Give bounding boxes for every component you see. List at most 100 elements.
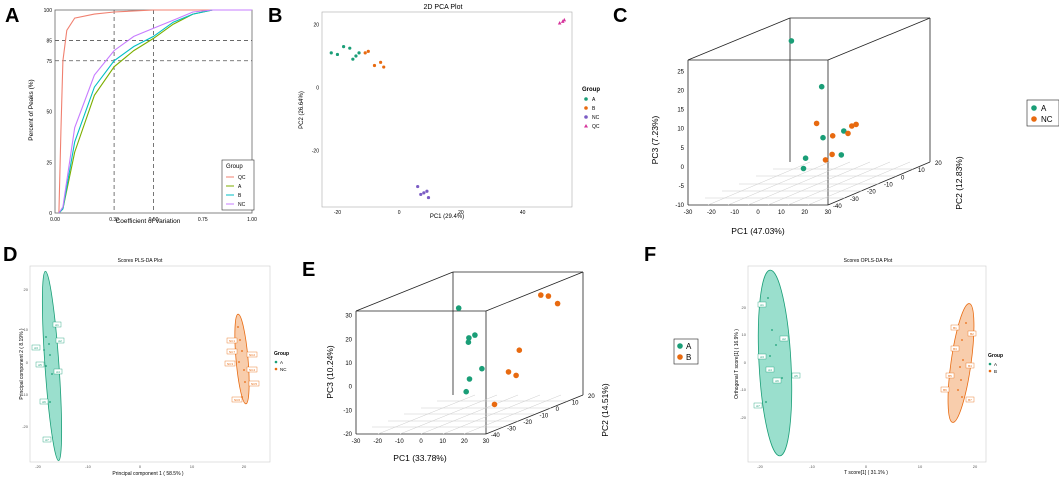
b-legend-item-a: A — [592, 97, 596, 103]
f-label-b: B1 — [953, 326, 957, 330]
b-ylabel: PC2 (26.64%) — [299, 91, 305, 129]
f-plot-frame — [747, 265, 987, 463]
d-label-a: A7 — [45, 438, 49, 442]
panel-e-chart: -30 -20 -10 0 10 20 30-40-30-20-1001020-20-100… — [325, 271, 610, 463]
c-ytick: 10 — [918, 168, 925, 174]
e-xlabel: PC1 (33.78%) — [393, 453, 447, 463]
b-point-nc — [426, 195, 431, 200]
b-xtick: 40 — [520, 210, 526, 216]
d-legend-swatch-nc — [274, 367, 278, 371]
f-ytick: 0 — [744, 360, 747, 365]
c-ztick: 0 — [681, 165, 685, 171]
f-label-box-b — [950, 324, 960, 331]
d-point-nc — [241, 350, 243, 352]
f-point-b — [965, 322, 967, 324]
a-legend-item-qc: QC — [238, 175, 246, 181]
a-legend-title: Group — [226, 164, 243, 170]
e-ztick: -10 — [343, 408, 352, 414]
f-label-a: A4 — [768, 368, 772, 372]
b-point-qc — [562, 17, 567, 22]
e-point-b — [505, 369, 512, 375]
b-point-qc — [557, 21, 562, 25]
f-point-b — [961, 396, 963, 398]
b-point-b — [379, 60, 383, 64]
e-ztick: 0 — [349, 385, 353, 391]
f-xtick: 20 — [973, 464, 978, 469]
e-ytick: 0 — [556, 407, 560, 413]
d-legend-title: Group — [274, 351, 289, 357]
d-xtick: 20 — [242, 464, 247, 469]
panel-label-a: A — [5, 5, 19, 27]
panel-a-chart: 0.00 0.30 0.50 0.75 1.00 0 25 50 75 85 100 Coeffic… — [28, 8, 257, 225]
b-ytick: 0 — [316, 85, 319, 91]
b-legend-swatch-qc — [584, 124, 588, 128]
e-point-b — [513, 372, 519, 379]
b-point-a — [351, 57, 355, 61]
e-xtick: -30 — [352, 439, 361, 445]
f-label-b: B5 — [948, 374, 952, 378]
d-label-box-nc — [246, 351, 258, 358]
f-title: Scores OPLS-DA Plot — [844, 258, 893, 264]
f-point-b — [957, 389, 959, 391]
b-point-b — [366, 49, 370, 53]
c-point-a — [838, 152, 845, 158]
f-label-box-b — [950, 345, 960, 352]
d-point-a — [51, 373, 53, 375]
c-ztick: 10 — [677, 127, 684, 133]
c-point-a — [802, 155, 809, 161]
d-ytick: 20 — [24, 287, 29, 292]
e-point-b — [491, 401, 498, 408]
c-xtick: 30 — [825, 210, 832, 216]
c-ztick: 15 — [677, 108, 684, 114]
d-label-nc: NC4 — [249, 368, 255, 372]
f-xtick: 10 — [918, 464, 923, 469]
panel-label-c: C — [613, 5, 627, 27]
c-box — [687, 17, 931, 206]
d-label-a: A1 — [55, 323, 59, 327]
e-point-a — [463, 388, 470, 395]
e-ytick: 10 — [572, 401, 579, 407]
d-point-nc — [238, 361, 240, 363]
panel-label-d: D — [3, 244, 17, 266]
e-point-a — [472, 332, 478, 338]
f-label-b: B3 — [953, 347, 957, 351]
f-point-a — [765, 401, 767, 403]
f-point-b — [961, 339, 963, 341]
d-label-box-a — [39, 398, 49, 405]
f-label-box-b — [967, 330, 977, 337]
d-label-box-nc — [231, 396, 243, 403]
c-point-nc — [845, 130, 851, 137]
a-line-nc — [58, 9, 252, 214]
b-point-nc — [416, 184, 420, 189]
d-xtick: 0 — [139, 464, 142, 469]
c-point-a — [818, 83, 825, 90]
c-ytick: -20 — [867, 190, 876, 196]
b-point-b — [363, 51, 367, 55]
d-point-a — [48, 343, 50, 345]
f-point-b — [959, 366, 961, 368]
panel-d-chart: Scores PLS-DA Plot -20 -10 0 10 20 -20 -10 0 10 2… — [19, 258, 289, 477]
c-floor-grid — [705, 161, 913, 206]
b-point-b — [372, 63, 377, 68]
e-point-a — [455, 305, 462, 311]
f-label-box-a — [772, 377, 782, 384]
f-label-box-b — [945, 372, 955, 379]
e-ytick: -40 — [491, 433, 500, 439]
c-ytick: 20 — [935, 161, 942, 167]
d-label-box-nc — [246, 366, 258, 373]
f-label-a: A3 — [760, 355, 764, 359]
f-legend-item-a: A — [994, 362, 997, 367]
f-label-a: A2 — [782, 337, 786, 341]
a-xtick: 0.00 — [50, 217, 60, 223]
a-ytick: 50 — [46, 110, 52, 116]
f-ylabel: Orthogonal T score[1] ( 16.9% ) — [734, 329, 740, 399]
d-ylabel: Principal component 2 ( 8.19% ) — [19, 328, 25, 399]
f-label-box-b — [965, 362, 975, 369]
f-xtick: -10 — [809, 464, 816, 469]
f-label-a: A1 — [760, 303, 764, 307]
c-ytick: -10 — [884, 183, 893, 189]
f-point-b — [960, 379, 962, 381]
f-label-b: B4 — [968, 364, 972, 368]
e-point-b — [516, 347, 523, 354]
b-plot-frame — [321, 11, 573, 208]
